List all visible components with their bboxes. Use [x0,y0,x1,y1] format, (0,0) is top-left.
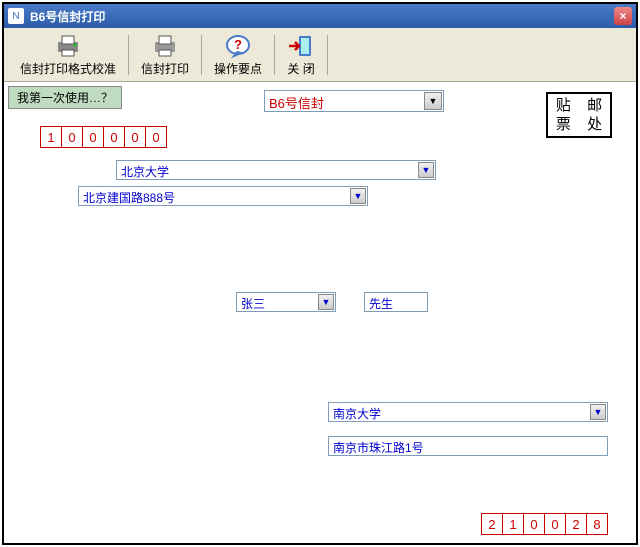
postal-digit[interactable]: 0 [145,126,167,148]
recipient-addr-value: 北京建国路888号 [83,191,175,205]
close-label: 关 闭 [287,60,314,77]
titlebar: N B6号信封打印 × [4,4,636,28]
recipient-title-value: 先生 [369,297,393,311]
postal-digit[interactable]: 8 [586,513,608,535]
format-check-label: 信封打印格式校准 [20,60,116,77]
postal-code-from: 1 0 0 0 0 0 [40,126,167,148]
postal-digit[interactable]: 0 [103,126,125,148]
printer-icon [151,32,179,60]
help-button[interactable]: ? 操作要点 [206,30,270,80]
sender-org-value: 南京大学 [333,407,381,421]
sender-addr-input[interactable]: 南京市珠江路1号 [328,436,608,456]
chevron-down-icon: ▼ [590,404,606,420]
app-icon: N [8,8,24,24]
chevron-down-icon: ▼ [424,92,442,110]
postal-digit[interactable]: 2 [565,513,587,535]
chevron-down-icon: ▼ [418,162,434,178]
recipient-org-select[interactable]: 北京大学 ▼ [116,160,436,180]
printer-check-icon [54,32,82,60]
recipient-org-value: 北京大学 [121,165,169,179]
print-label: 信封打印 [141,60,189,77]
envelope-type-value: B6号信封 [269,96,324,111]
chevron-down-icon: ▼ [350,188,366,204]
stamp-placeholder: 贴 邮票 处 [546,92,612,138]
postal-code-to: 2 1 0 0 2 8 [481,513,608,535]
postal-digit[interactable]: 0 [61,126,83,148]
window-title: B6号信封打印 [30,8,105,25]
exit-icon [287,32,315,60]
sender-org-select[interactable]: 南京大学 ▼ [328,402,608,422]
first-use-button[interactable]: 我第一次使用…？ [8,86,122,109]
toolbar: 信封打印格式校准 信封打印 ? 操作要点 关 闭 [4,28,636,82]
separator [327,35,328,75]
sender-addr-value: 南京市珠江路1号 [333,441,424,455]
recipient-name-value: 张三 [241,297,265,311]
postal-digit[interactable]: 1 [502,513,524,535]
postal-digit[interactable]: 0 [124,126,146,148]
close-icon[interactable]: × [614,7,632,25]
print-button[interactable]: 信封打印 [133,30,197,80]
separator [274,35,275,75]
postal-digit[interactable]: 2 [481,513,503,535]
postal-digit[interactable]: 0 [544,513,566,535]
recipient-addr-select[interactable]: 北京建国路888号 ▼ [78,186,368,206]
format-check-button[interactable]: 信封打印格式校准 [12,30,124,80]
help-label: 操作要点 [214,60,262,77]
chevron-down-icon: ▼ [318,294,334,310]
svg-text:?: ? [234,37,242,52]
close-button[interactable]: 关 闭 [279,30,323,80]
postal-digit[interactable]: 0 [82,126,104,148]
separator [201,35,202,75]
recipient-title-input[interactable]: 先生 [364,292,428,312]
envelope-type-select[interactable]: B6号信封 ▼ [264,90,444,112]
help-icon: ? [224,32,252,60]
recipient-name-select[interactable]: 张三 ▼ [236,292,336,312]
content-area: 我第一次使用…？ B6号信封 ▼ 贴 邮票 处 1 0 0 0 0 0 北京大学… [4,82,636,543]
postal-digit[interactable]: 0 [523,513,545,535]
postal-digit[interactable]: 1 [40,126,62,148]
separator [128,35,129,75]
